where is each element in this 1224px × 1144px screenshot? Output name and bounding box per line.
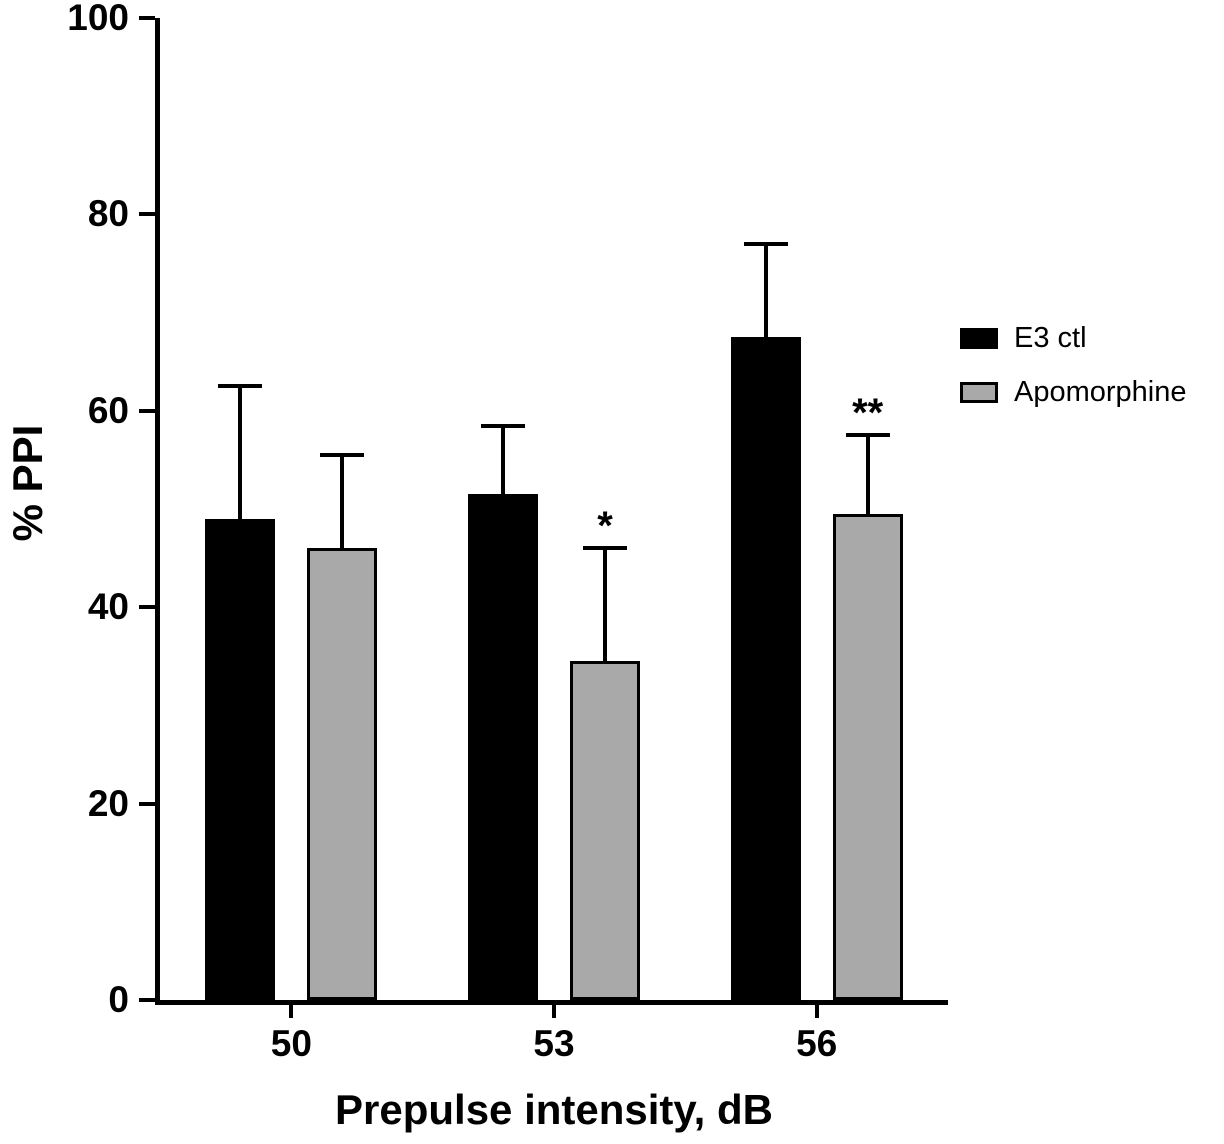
y-axis-tick <box>139 801 155 806</box>
y-axis-tick-label: 40 <box>87 586 129 628</box>
x-axis-tick <box>552 1005 556 1018</box>
y-axis-tick <box>139 605 155 610</box>
x-axis-title: Prepulse intensity, dB <box>335 1086 773 1133</box>
x-axis-line <box>155 1000 948 1005</box>
y-axis-tick-label: 80 <box>87 193 129 235</box>
y-axis-line <box>155 18 160 1005</box>
y-axis-tick <box>139 212 155 217</box>
bar-apomorphine-53 <box>570 661 640 1000</box>
y-axis-tick <box>139 998 155 1002</box>
error-bar-stem <box>238 386 243 519</box>
y-axis-tick-label: 0 <box>108 979 129 1020</box>
significance-marker: * <box>597 504 613 549</box>
error-bar-cap <box>320 452 365 457</box>
x-axis-tick <box>289 1005 294 1018</box>
y-axis-tick-label: 60 <box>87 389 129 431</box>
error-bar-stem <box>603 548 607 662</box>
legend: E3 ctl Apomorphine <box>960 322 1187 408</box>
y-axis-tick <box>139 408 155 413</box>
x-axis-tick-label: 56 <box>796 1023 838 1064</box>
x-axis-tick-label: 50 <box>270 1023 312 1064</box>
y-axis-tick-label: 100 <box>67 0 129 38</box>
y-axis-tick <box>139 16 155 20</box>
error-bar-stem <box>340 454 345 549</box>
error-bar-cap <box>845 433 890 438</box>
bar-e3-ctl-53 <box>468 494 538 1000</box>
error-bar-stem <box>763 243 768 338</box>
bar-apomorphine-50 <box>307 548 378 1000</box>
significance-marker: ** <box>852 391 884 436</box>
error-bar-stem <box>865 435 870 514</box>
x-axis-tick <box>814 1005 819 1018</box>
legend-swatch-icon <box>960 327 998 349</box>
legend-item-e3-ctl: E3 ctl <box>960 322 1187 354</box>
legend-label: E3 ctl <box>1014 322 1087 354</box>
bar-e3-ctl-50 <box>205 518 276 1000</box>
legend-item-apomorphine: Apomorphine <box>960 376 1187 408</box>
error-bar-cap <box>481 423 525 428</box>
bar-e3-ctl-56 <box>730 337 801 1000</box>
legend-label: Apomorphine <box>1014 376 1187 408</box>
legend-swatch-icon <box>960 381 998 403</box>
x-axis-tick-label: 53 <box>533 1023 575 1064</box>
error-bar-cap <box>583 546 627 551</box>
error-bar-cap <box>218 384 263 389</box>
bar-apomorphine-56 <box>832 513 903 1000</box>
y-axis-tick-label: 20 <box>87 782 129 824</box>
error-bar-cap <box>743 241 788 246</box>
error-bar-stem <box>501 425 505 495</box>
